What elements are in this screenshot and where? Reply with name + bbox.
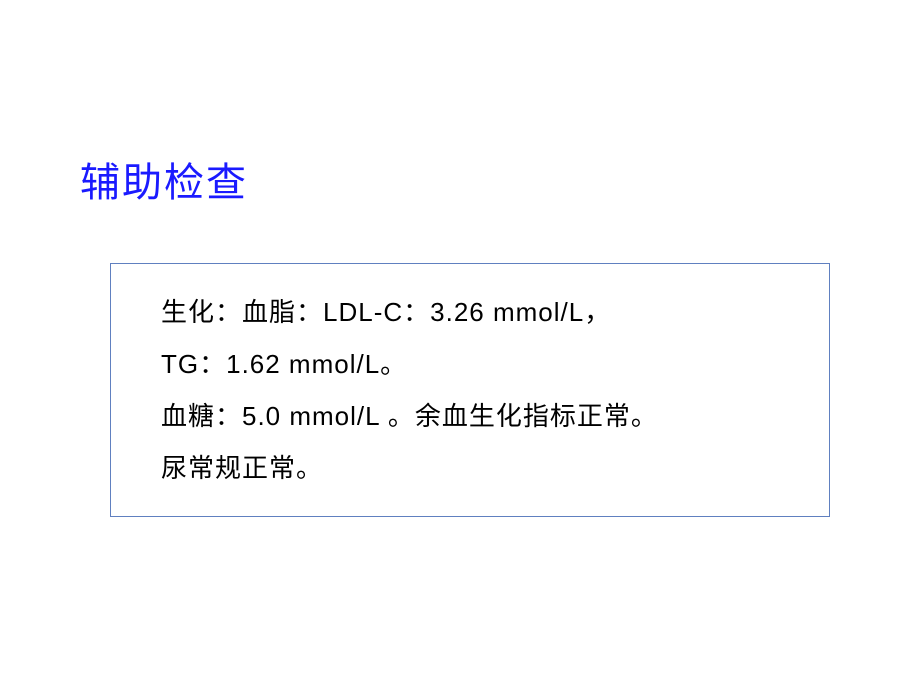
content-line-1: 生化：血脂：LDL-C：3.26 mmol/L， bbox=[161, 286, 789, 338]
slide-container: 辅助检查 生化：血脂：LDL-C：3.26 mmol/L， TG：1.62 mm… bbox=[0, 0, 920, 690]
content-box: 生化：血脂：LDL-C：3.26 mmol/L， TG：1.62 mmol/L。… bbox=[110, 263, 830, 517]
content-line-2: TG：1.62 mmol/L。 bbox=[161, 338, 789, 390]
content-line-4: 尿常规正常。 bbox=[161, 442, 789, 494]
slide-title: 辅助检查 bbox=[80, 150, 840, 208]
content-line-3: 血糖：5.0 mmol/L 。余血生化指标正常。 bbox=[161, 390, 789, 442]
